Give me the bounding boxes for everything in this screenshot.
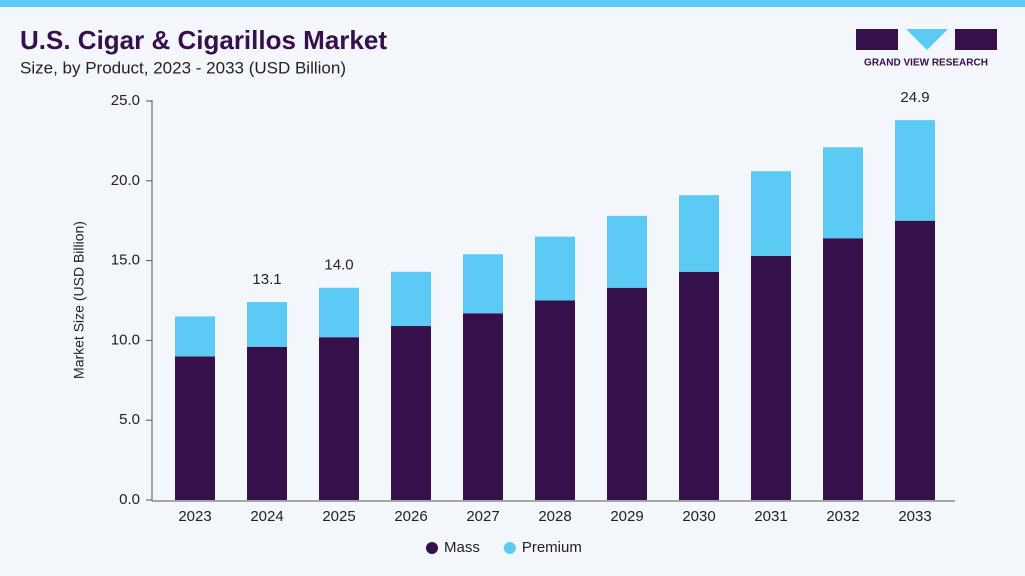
legend-label: Mass bbox=[444, 539, 480, 556]
x-tick-label: 2028 bbox=[538, 508, 571, 525]
y-tick-label: 5.0 bbox=[119, 411, 140, 428]
y-tick-label: 15.0 bbox=[111, 252, 140, 269]
total-label: 13.1 bbox=[252, 271, 281, 288]
bar-segment bbox=[535, 236, 575, 301]
x-tick-label: 2030 bbox=[682, 508, 715, 525]
y-tick-label: 25.0 bbox=[111, 92, 140, 109]
x-tick-label: 2024 bbox=[250, 508, 283, 525]
bar-segment bbox=[823, 147, 863, 239]
bar-segment bbox=[679, 271, 719, 500]
x-tick-label: 2025 bbox=[322, 508, 355, 525]
total-label: 24.9 bbox=[900, 89, 929, 106]
legend-label: Premium bbox=[522, 539, 582, 556]
bar-segment bbox=[751, 255, 791, 500]
bar-segment bbox=[463, 254, 503, 314]
bar-segment bbox=[391, 326, 431, 500]
logo-shape bbox=[856, 29, 898, 50]
x-tick-label: 2027 bbox=[466, 508, 499, 525]
bar-segment bbox=[607, 287, 647, 500]
bar-segment bbox=[391, 271, 431, 327]
bar-segment bbox=[607, 215, 647, 288]
y-axis-title: Market Size (USD Billion) bbox=[71, 221, 87, 379]
y-tick-label: 10.0 bbox=[111, 331, 140, 348]
x-tick-label: 2026 bbox=[394, 508, 427, 525]
bar-segment bbox=[751, 171, 791, 256]
bar-segment bbox=[175, 316, 215, 357]
chart-title: U.S. Cigar & Cigarillos Market bbox=[20, 25, 387, 55]
bar-segment bbox=[823, 238, 863, 501]
legend-marker bbox=[426, 542, 438, 554]
logo: GRAND VIEW RESEARCH bbox=[856, 29, 997, 69]
total-label: 14.0 bbox=[324, 257, 353, 274]
x-tick-label: 2023 bbox=[178, 508, 211, 525]
x-tick-label: 2031 bbox=[754, 508, 787, 525]
x-tick-label: 2029 bbox=[610, 508, 643, 525]
logo-shape bbox=[955, 29, 997, 50]
chart-subtitle: Size, by Product, 2023 - 2033 (USD Billi… bbox=[20, 58, 346, 77]
logo-shape bbox=[906, 29, 948, 50]
legend-marker bbox=[503, 542, 516, 554]
bar-segment bbox=[319, 287, 359, 338]
bar-segment bbox=[895, 220, 935, 500]
logo-text: GRAND VIEW RESEARCH bbox=[864, 58, 988, 69]
x-tick-label: 2033 bbox=[898, 508, 931, 525]
y-tick-label: 0.0 bbox=[119, 491, 140, 508]
bar-segment bbox=[247, 302, 287, 347]
bar-segment bbox=[319, 337, 359, 500]
bar-segment bbox=[895, 120, 935, 221]
bar-segment bbox=[535, 300, 575, 500]
bar-segment bbox=[175, 356, 215, 500]
top-stripe bbox=[0, 0, 1025, 7]
x-tick-label: 2032 bbox=[826, 508, 859, 525]
bar-segment bbox=[247, 346, 287, 500]
y-tick-label: 20.0 bbox=[111, 172, 140, 189]
bar-segment bbox=[463, 313, 503, 500]
bar-segment bbox=[679, 195, 719, 272]
